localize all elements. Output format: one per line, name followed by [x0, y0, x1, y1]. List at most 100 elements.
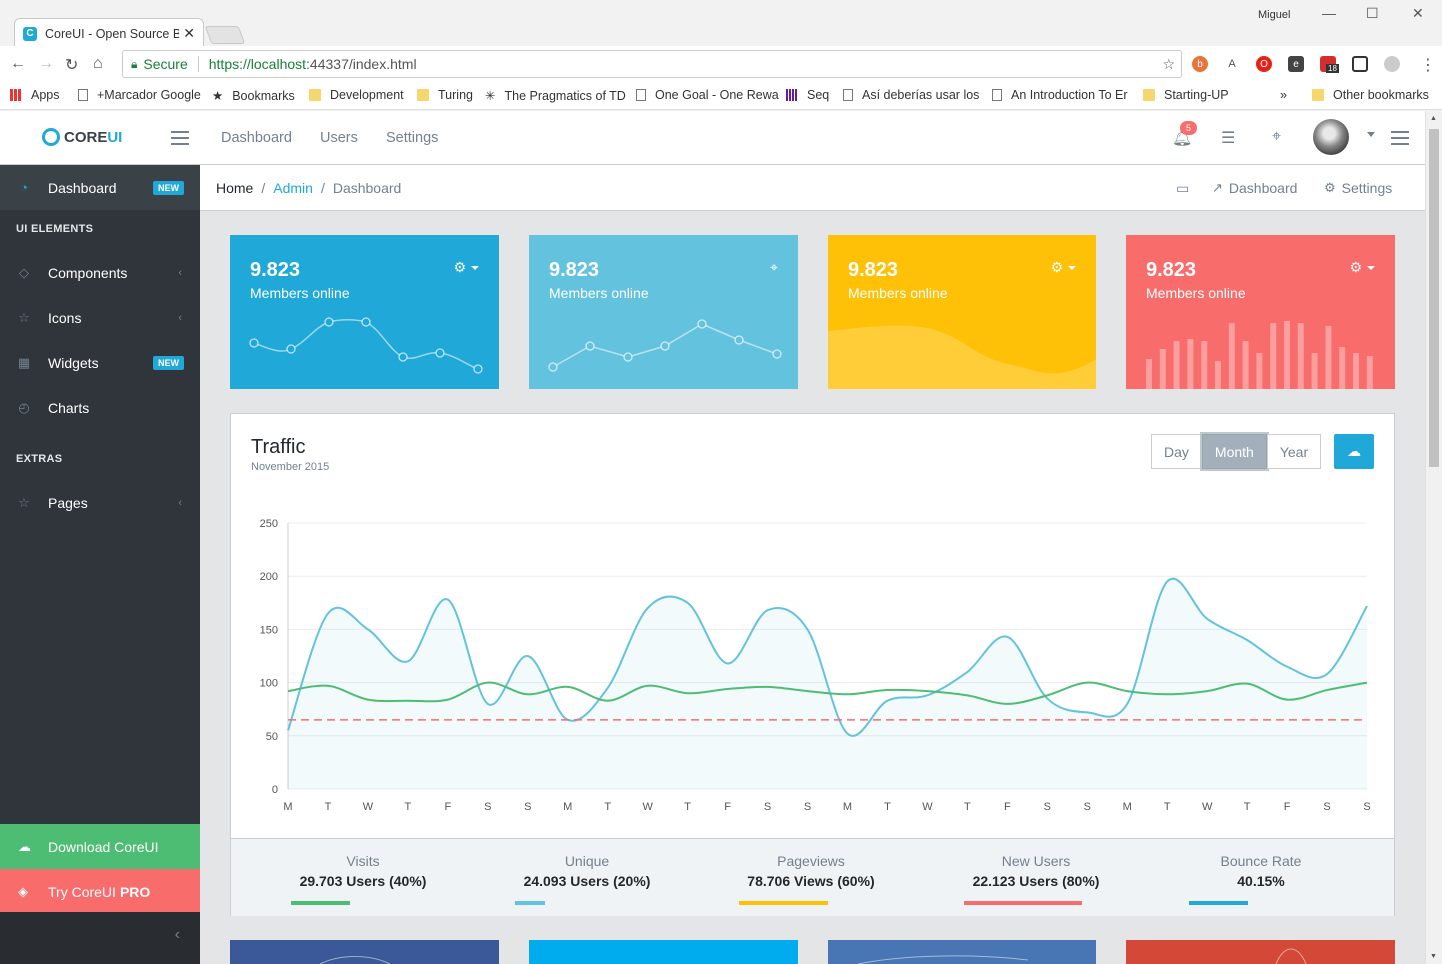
sidebar-try-pro[interactable]: ◈ Try CoreUI PRO — [0, 869, 200, 914]
sidebar-title-ui-elements: UI ELEMENTS — [16, 223, 94, 235]
breadcrumb-home[interactable]: Home — [216, 180, 254, 196]
bookmarks-overflow[interactable]: » — [1280, 88, 1287, 102]
home-icon[interactable]: ⌂ — [93, 55, 103, 72]
browser-toolbar: ← → ↻ ⌂ 🔒︎ Secure https://localhost :443… — [0, 46, 1442, 84]
chevron-down-icon[interactable] — [1367, 132, 1375, 137]
nav-dashboard[interactable]: Dashboard — [221, 130, 292, 146]
scrollbar-thumb[interactable] — [1429, 129, 1439, 467]
bookmark-apps[interactable]: Apps — [10, 88, 60, 102]
evernote-icon[interactable]: e — [1288, 56, 1304, 72]
sidebar-minimizer[interactable]: ‹ — [0, 912, 200, 964]
sidebar-download-coreui[interactable]: ☁ Download CoreUI — [0, 824, 200, 869]
location-pin-icon[interactable]: ⌖ — [770, 259, 778, 275]
avatar[interactable] — [1313, 119, 1349, 155]
minimize-icon[interactable]: — — [1322, 5, 1336, 21]
menu-kebab-icon[interactable]: ⋮ — [1420, 57, 1436, 74]
bookmark-seq[interactable]: Seq — [786, 88, 829, 102]
sidebar-item-charts[interactable]: ◴ Charts — [0, 385, 200, 430]
bookmark-introduction[interactable]: An Introduction To Er — [992, 88, 1128, 102]
range-day-button[interactable]: Day — [1151, 434, 1202, 469]
breadcrumb-admin[interactable]: Admin — [273, 180, 313, 196]
reload-icon[interactable]: ↻ — [65, 57, 79, 74]
card-settings-dropdown[interactable]: ⚙ — [1349, 259, 1375, 276]
bookmark-starting-up[interactable]: Starting-UP — [1143, 88, 1229, 102]
breadcrumb-menu-settings[interactable]: ⚙ Settings — [1324, 180, 1392, 196]
bookmark-star-icon[interactable]: ☆ — [1162, 55, 1175, 72]
close-window-icon[interactable]: ✕ — [1412, 5, 1424, 21]
calendar-extension-icon[interactable]: 18 — [1320, 56, 1339, 73]
scroll-down-icon[interactable]: ▼ — [1430, 953, 1437, 960]
extension-gray-icon[interactable] — [1384, 56, 1400, 72]
tab-close-icon[interactable]: ✕ — [183, 25, 195, 41]
new-tab-button[interactable] — [204, 26, 246, 44]
sidebar-item-widgets[interactable]: ▦ Widgets NEW — [0, 340, 200, 385]
bookmark-other[interactable]: Other bookmarks — [1312, 88, 1429, 102]
range-month-button[interactable]: Month — [1201, 434, 1267, 469]
range-year-button[interactable]: Year — [1266, 434, 1322, 469]
sparkline-chart — [548, 319, 782, 372]
card-settings-dropdown[interactable]: ⚙ — [1050, 259, 1076, 276]
speech-bubble-icon[interactable]: ▭ — [1176, 180, 1190, 196]
sparkline-bar — [1353, 353, 1359, 389]
y-tick-label: 250 — [260, 518, 278, 530]
card-settings-dropdown[interactable]: ⚙ — [453, 259, 479, 276]
address-bar[interactable]: 🔒︎ Secure https://localhost :44337/index… — [122, 50, 1182, 78]
profile-name[interactable]: Miguel — [1258, 9, 1291, 21]
location-pin-icon[interactable]: ⌖ — [1272, 128, 1282, 145]
breadcrumb-menu-dashboard[interactable]: ↗ Dashboard — [1212, 180, 1297, 196]
sidebar-item-dashboard[interactable]: ◔ Dashboard NEW — [0, 165, 200, 210]
browser-tab[interactable]: C CoreUI - Open Source Bo ✕ — [14, 18, 204, 48]
extension-badge: 18 — [1326, 64, 1339, 73]
pie-chart-icon: ◴ — [18, 399, 30, 415]
x-tick-label: M — [283, 801, 292, 813]
y-tick-label: 0 — [272, 784, 278, 796]
seq-bars-icon — [786, 89, 798, 101]
forward-icon[interactable]: → — [38, 55, 54, 72]
sidebar-item-pages[interactable]: ☆ Pages ‹ — [0, 480, 200, 525]
sidebar-toggle-icon[interactable] — [171, 131, 189, 145]
browser-chrome: C CoreUI - Open Source Bo ✕ Miguel — ☐ ✕… — [0, 0, 1442, 111]
bookmark-pragmatics[interactable]: ✳ The Pragmatics of TD — [485, 88, 626, 104]
tab-strip: C CoreUI - Open Source Bo ✕ Miguel — ☐ ✕ — [0, 0, 1442, 48]
bookmark-one-goal[interactable]: One Goal - One Rewa — [636, 88, 779, 102]
x-tick-label: T — [1244, 801, 1251, 813]
bookmark-bookmarks[interactable]: ★ Bookmarks — [212, 88, 295, 104]
nav-users[interactable]: Users — [320, 130, 358, 146]
download-chart-button[interactable]: ☁ — [1334, 434, 1374, 469]
bookmark-development[interactable]: Development — [309, 88, 404, 102]
bookmark-asi-deberias[interactable]: Así deberías usar los — [843, 88, 979, 102]
bookmark-turing[interactable]: Turing — [417, 88, 473, 102]
stat-label: Unique — [564, 853, 610, 869]
app-header: CORE UI Dashboard Users Settings 🔔︎ ☰ ⌖ — [0, 111, 1425, 165]
opera-icon[interactable]: O — [1256, 56, 1272, 72]
calculator-icon: ▦ — [17, 354, 31, 370]
aside-toggle-icon[interactable] — [1391, 131, 1409, 145]
scroll-up-icon[interactable]: ▲ — [1430, 115, 1437, 122]
back-icon[interactable]: ← — [10, 55, 26, 72]
page-scrollbar[interactable]: ▲ ▼ — [1425, 111, 1442, 964]
sidebar-item-label: Pages — [48, 494, 88, 511]
sidebar-item-icons[interactable]: ☆ Icons ‹ — [0, 295, 200, 340]
nav-settings[interactable]: Settings — [386, 130, 439, 146]
brand-logo[interactable]: CORE UI — [42, 128, 122, 146]
translate-icon[interactable]: A — [1224, 56, 1240, 72]
stat-progress-fill — [291, 901, 351, 905]
list-icon[interactable]: ☰ — [1221, 130, 1236, 147]
chevron-left-icon: ‹ — [178, 496, 182, 509]
url-host: https://localhost — [208, 56, 307, 72]
stat-progress — [1189, 901, 1337, 905]
stat-value: 78.706 Views (60%) — [747, 873, 875, 889]
traffic-subtitle: November 2015 — [251, 461, 330, 473]
extension-b-icon[interactable]: b — [1192, 56, 1208, 72]
folder-icon — [309, 89, 321, 101]
y-tick-label: 150 — [260, 624, 278, 636]
screen-capture-icon[interactable] — [1352, 56, 1368, 72]
sidebar-item-components[interactable]: ◇ Components ‹ — [0, 250, 200, 295]
bookmark-marcador[interactable]: +Marcador Google — [78, 88, 201, 102]
maximize-icon[interactable]: ☐ — [1366, 5, 1379, 21]
x-tick-label: M — [1123, 801, 1132, 813]
stat-unique: Unique 24.093 Users (20%) — [475, 853, 699, 905]
sidebar-item-label: Charts — [48, 399, 90, 416]
sparkline-bar — [1284, 321, 1290, 389]
chevron-left-icon: ‹ — [178, 266, 182, 279]
